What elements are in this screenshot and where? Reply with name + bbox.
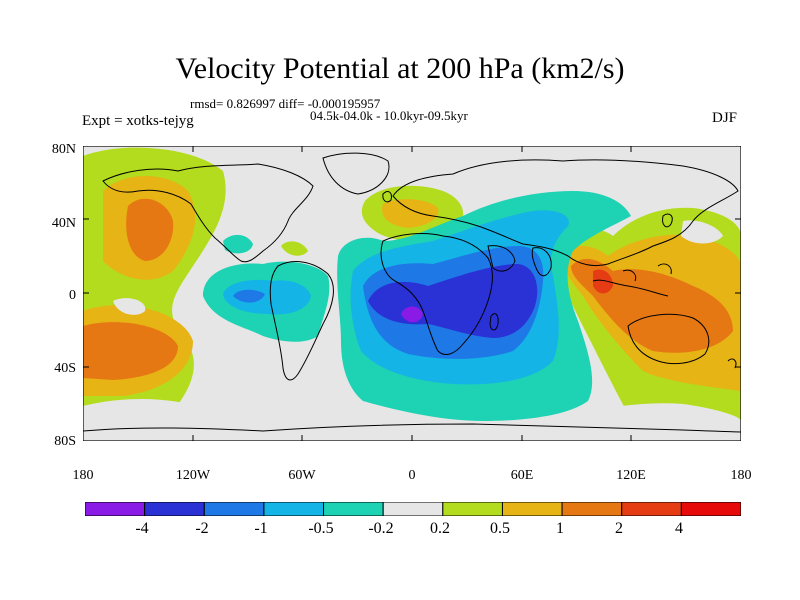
lon-label-120e: 120E — [616, 468, 646, 483]
colorbar-swatch — [501, 502, 563, 516]
colorbar-label: -0.2 — [368, 520, 394, 537]
lon-label-60w: 60W — [288, 468, 316, 483]
lon-label-0: 0 — [408, 468, 416, 483]
period-line: 04.5k-04.0k - 10.0kyr-09.5kyr — [310, 108, 468, 123]
colorbar-swatch — [323, 502, 384, 516]
colorbar-label: -0.5 — [308, 520, 334, 537]
colorbar-label: -4 — [135, 520, 149, 537]
colorbar-swatch — [621, 502, 682, 516]
colorbar-label: 1 — [556, 520, 564, 537]
colorbar-swatch — [263, 502, 325, 516]
lat-label-40s: 40S — [54, 361, 76, 376]
colorbar-swatch — [203, 502, 265, 516]
lon-label-120w: 120W — [175, 468, 211, 483]
map-title: Velocity Potential at 200 hPa (km2/s) — [175, 52, 625, 85]
lon-label-180e: 180 — [730, 468, 752, 483]
velocity-potential-map — [83, 146, 741, 441]
coastlines — [83, 152, 741, 433]
experiment-label: Expt = xotks-tejyg — [82, 113, 194, 129]
colorbar-swatch — [442, 502, 503, 516]
lat-label-40n: 40N — [51, 216, 76, 231]
panama-positive-field — [281, 241, 308, 256]
colorbar-swatch — [144, 502, 205, 516]
colorbar-label: 0.5 — [490, 520, 510, 537]
lon-label-60e: 60E — [510, 468, 534, 483]
colorbar-swatch — [680, 502, 741, 516]
colorbar-swatch — [382, 502, 444, 516]
colorbar-label: -2 — [195, 520, 209, 537]
colorbar-swatch — [561, 502, 623, 516]
colorbar-label: -1 — [254, 520, 268, 537]
colorbar-swatch — [85, 502, 146, 516]
africa-indian-negative-field — [337, 191, 631, 421]
colorbar-label: 0.2 — [430, 520, 450, 537]
mexico-negative-field — [223, 234, 253, 254]
lat-label-80s: 80S — [54, 434, 76, 449]
colorbar-label: 4 — [675, 520, 683, 537]
colorbar-label: 2 — [615, 520, 623, 537]
lon-label-180w: 180 — [72, 468, 94, 483]
axis-ticks — [83, 146, 741, 441]
maritime-positive-field — [555, 207, 741, 441]
pacific-positive-field — [83, 147, 226, 441]
season-label: DJF — [712, 110, 738, 126]
lat-label-0: 0 — [69, 288, 76, 303]
colorbar — [85, 502, 741, 516]
lat-label-80n: 80N — [51, 142, 76, 157]
americas-negative-field — [203, 261, 330, 342]
stats-line: rmsd= 0.826997 diff= -0.000195957 — [190, 96, 381, 111]
